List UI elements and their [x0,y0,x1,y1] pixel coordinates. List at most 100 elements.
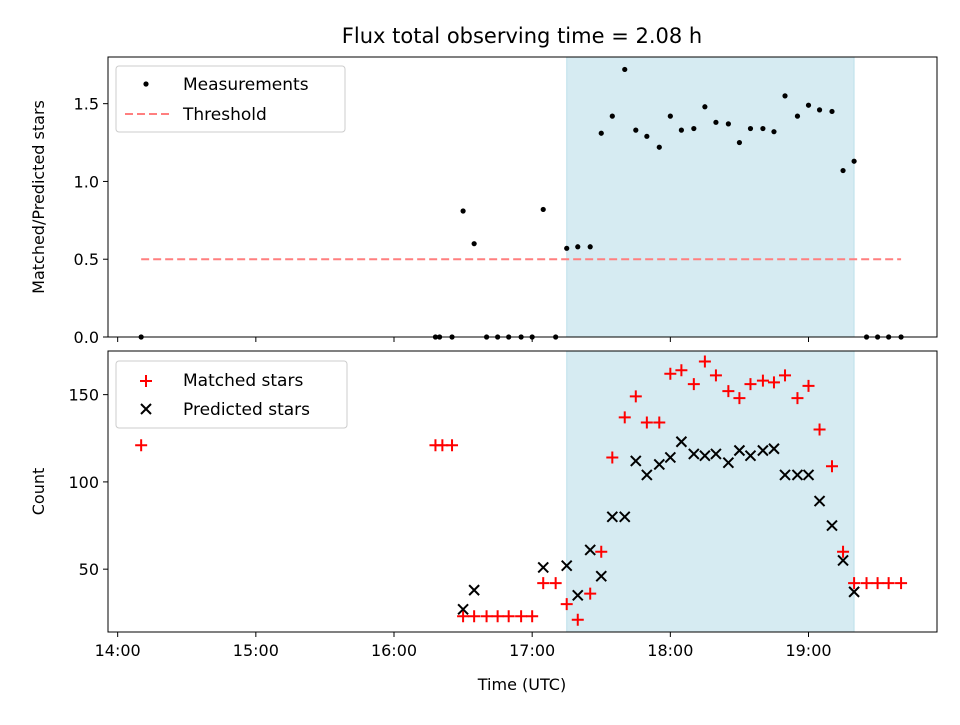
top-shaded-span [566,56,855,338]
bottom-legend-box [115,360,348,429]
bottom-y-axis-label: Count [29,468,48,516]
matched-star-point [468,610,481,623]
measurement-point [782,93,788,99]
top-y-axis-label: Matched/Predicted stars [29,100,48,294]
predicted-star-point [848,586,860,598]
measurement-point [540,206,546,213]
predicted-star-point [779,469,791,481]
bottom-shaded-span [566,350,855,633]
matched-star-point [595,545,608,558]
legend-threshold-label: Threshold [182,105,267,125]
matched-star-point [709,369,722,382]
matched-star-point [571,613,584,626]
matched-star-point [791,392,804,405]
x-tick-label: 19:00 [785,641,831,660]
predicted-star-point [802,469,815,481]
predicted-star-point [537,561,549,574]
matched-star-point [882,577,895,590]
legend-measurements-marker [143,81,149,87]
predicted-star-point [572,589,584,602]
measurement-point [816,107,823,113]
matched-star-point [606,451,619,464]
measurement-point [736,139,743,146]
matched-star-point [722,385,735,398]
predicted-star-point [595,570,607,582]
bottom-y-tick-label: 50 [79,560,99,579]
matched-star-point [664,367,677,380]
legend-predicted-label: Predicted stars [183,400,310,420]
matched-star-point [871,577,884,590]
bottom-y-tick-label: 150 [68,386,99,405]
predicted-star-point [675,436,688,448]
x-tick-label: 18:00 [647,641,693,660]
matched-star-point [537,577,550,590]
matched-star-point [640,416,653,429]
measurement-point [460,208,466,214]
measurement-point [622,66,628,73]
predicted-star-point [837,554,849,567]
measurement-point [644,133,650,139]
matched-star-point [549,577,562,590]
matched-star-point [675,364,688,377]
predicted-star-point [619,511,631,523]
matched-star-point [813,423,826,436]
matched-star-point [779,369,792,382]
matched-star-point [848,577,861,590]
measurement-point [633,127,639,133]
top-y-tick-label: 1.0 [74,172,99,191]
measurement-point [678,127,684,133]
measurement-point [598,130,604,136]
matched-star-point [802,379,815,392]
measurement-point [564,245,570,251]
matched-star-point [837,545,850,558]
legend-measurements-label: Measurements [183,75,309,95]
predicted-star-point [641,469,653,481]
legend-matched-label: Matched stars [183,371,303,391]
measurement-point [829,108,835,115]
top-axes-frame [107,56,938,338]
matched-star-point [526,610,539,623]
matched-star-point [618,411,631,424]
top-y-tick-label: 0.0 [74,328,99,347]
top-y-tick-label: 1.5 [74,95,99,114]
predicted-star-point [722,456,735,469]
predicted-star-point [468,584,480,596]
bottom-ticks: 14:00 15:00 16:00 17:00 18:00 19:00 50 100 150 [68,386,831,660]
predicted-star-point [561,559,573,572]
matched-star-point [767,376,780,389]
top-legend: Measurements Threshold [115,65,346,133]
matched-star-point [446,439,459,452]
measurement-point [713,119,719,125]
matched-star-point [744,378,757,391]
measurement-point [851,158,857,164]
matched-star-point [502,610,515,623]
predicted-star-point [813,495,826,507]
predicted-star-point [630,455,642,467]
predicted-star-point [584,544,596,556]
x-axis-label: Time (UTC) [477,675,566,694]
matched-star-point [584,587,597,600]
measurement-point [747,125,754,132]
matched-star-point [480,610,493,623]
predicted-star-point [688,448,700,460]
measurement-point [587,244,593,250]
matched-star-point [457,610,470,623]
measurement-point [771,129,777,135]
bottom-series-layer [135,355,908,626]
x-tick-label: 14:00 [95,641,141,660]
x-tick-label: 16:00 [371,641,417,660]
matched-star-point [825,460,838,473]
matched-star-point [698,355,711,368]
predicted-star-point [664,451,677,464]
measurement-point [725,121,731,127]
measurement-point [471,241,477,247]
measurement-point [805,102,812,108]
measurement-point [840,167,846,174]
matched-star-point [653,416,666,429]
predicted-star-point [457,603,469,616]
top-ticks: 0.0 0.5 1.0 1.5 [74,95,810,347]
x-tick-label: 15:00 [233,641,279,660]
matched-star-point [629,390,642,403]
legend-matched-marker [140,375,152,387]
